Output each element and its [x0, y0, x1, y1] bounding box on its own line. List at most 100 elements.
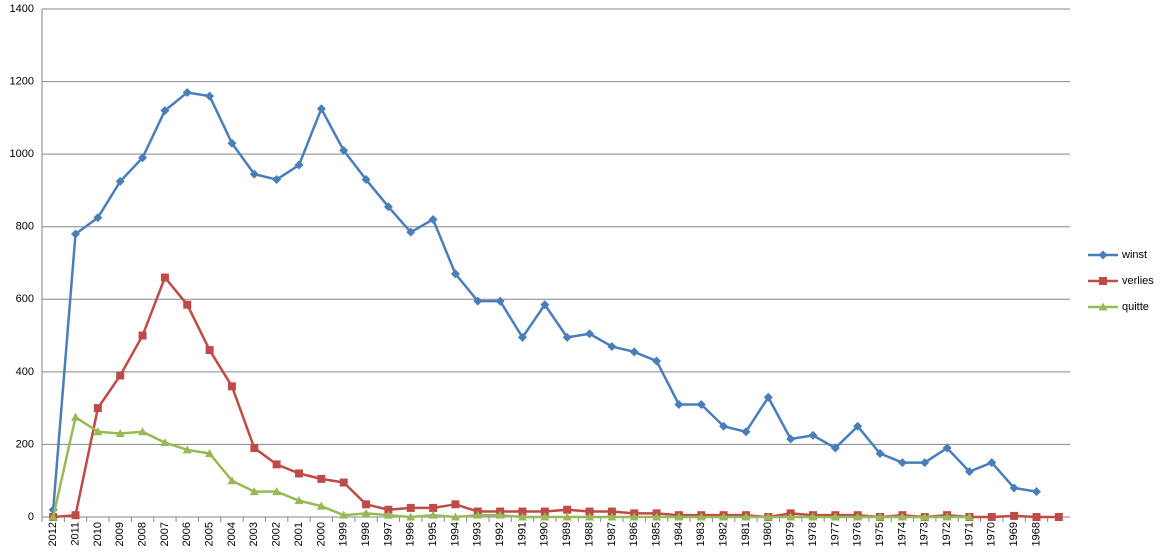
x-tick-label: 1998 — [360, 522, 372, 546]
y-tick-label: 400 — [16, 366, 34, 378]
series-line — [51, 415, 970, 519]
marker — [317, 474, 326, 483]
x-tick-label: 1971 — [963, 522, 975, 546]
marker — [138, 427, 148, 436]
marker — [183, 300, 192, 309]
marker — [93, 213, 103, 223]
x-tick-label: 2003 — [248, 522, 260, 546]
x-tick-label: 1976 — [852, 522, 864, 546]
x-tick-label: 2011 — [69, 522, 81, 546]
x-tick-label: 2010 — [92, 522, 104, 546]
marker — [719, 512, 729, 521]
x-tick-label: 2008 — [136, 522, 148, 546]
marker — [1031, 487, 1041, 497]
marker — [987, 458, 997, 468]
marker — [272, 487, 282, 496]
x-tick-label: 2009 — [114, 522, 126, 546]
x-tick-label: 1973 — [919, 522, 931, 546]
marker — [585, 329, 595, 339]
marker — [875, 449, 885, 458]
x-tick-label: 1977 — [829, 522, 841, 546]
marker — [160, 106, 170, 116]
marker — [138, 331, 147, 340]
marker — [93, 427, 103, 436]
marker — [652, 356, 662, 366]
marker — [339, 478, 348, 487]
marker — [48, 512, 58, 521]
marker — [964, 467, 974, 477]
marker — [361, 175, 371, 185]
marker — [227, 138, 237, 148]
marker — [920, 458, 930, 468]
marker — [585, 507, 594, 516]
marker — [563, 505, 572, 514]
marker — [517, 332, 527, 342]
marker — [115, 429, 125, 438]
marker — [674, 512, 684, 521]
marker — [383, 510, 393, 519]
marker — [272, 175, 282, 185]
marker — [406, 227, 416, 237]
x-tick-label: 2006 — [181, 522, 193, 546]
marker — [786, 512, 796, 521]
marker — [1032, 513, 1041, 521]
x-tick-label: 1978 — [807, 522, 819, 546]
y-tick-label: 1000 — [10, 148, 34, 160]
marker — [160, 273, 169, 282]
y-tick-label: 600 — [16, 293, 34, 305]
marker — [786, 434, 796, 444]
marker — [495, 296, 505, 306]
marker — [249, 487, 259, 496]
series — [48, 412, 974, 521]
x-tick-label: 1975 — [874, 522, 886, 546]
marker — [116, 371, 125, 380]
marker — [473, 510, 483, 519]
marker — [763, 392, 773, 402]
legend-label: verlies — [1122, 275, 1154, 287]
x-tick-label: 1983 — [695, 522, 707, 546]
x-tick-label: 1985 — [650, 522, 662, 546]
x-tick-label: 1993 — [472, 522, 484, 546]
marker — [383, 202, 393, 212]
marker — [942, 512, 952, 521]
legend-label: quitte — [1122, 301, 1149, 313]
marker — [316, 501, 326, 510]
marker — [741, 512, 751, 521]
marker — [920, 512, 930, 521]
marker — [853, 512, 863, 521]
marker — [540, 300, 550, 310]
marker — [428, 510, 438, 519]
y-tick-label: 800 — [16, 221, 34, 233]
marker — [138, 153, 148, 163]
marker — [652, 512, 662, 521]
marker — [964, 512, 974, 521]
marker — [1098, 302, 1108, 311]
marker — [1054, 513, 1063, 521]
marker — [294, 496, 304, 505]
legend-label: winst — [1121, 249, 1147, 261]
x-tick-label: 1981 — [740, 522, 752, 546]
series-line — [53, 276, 1059, 519]
series — [48, 87, 1041, 515]
x-tick-label: 1980 — [762, 522, 774, 546]
marker — [808, 512, 818, 521]
x-tick-label: 1970 — [986, 522, 998, 546]
x-tick-label: 1990 — [539, 522, 551, 546]
x-tick-label: 1994 — [449, 522, 461, 546]
marker — [451, 500, 460, 509]
marker — [115, 176, 125, 186]
x-tick-label: 1999 — [338, 522, 350, 546]
marker — [629, 512, 639, 521]
marker — [674, 400, 684, 410]
marker — [518, 507, 527, 516]
x-tick-label: 1974 — [896, 522, 908, 546]
x-tick-label: 1984 — [673, 522, 685, 546]
marker — [517, 512, 527, 521]
marker — [473, 296, 483, 306]
x-tick-label: 1995 — [427, 522, 439, 546]
x-tick-label: 1987 — [606, 522, 618, 546]
marker — [1009, 483, 1019, 493]
x-tick-label: 1989 — [561, 522, 573, 546]
marker — [429, 503, 438, 512]
marker — [585, 512, 595, 521]
